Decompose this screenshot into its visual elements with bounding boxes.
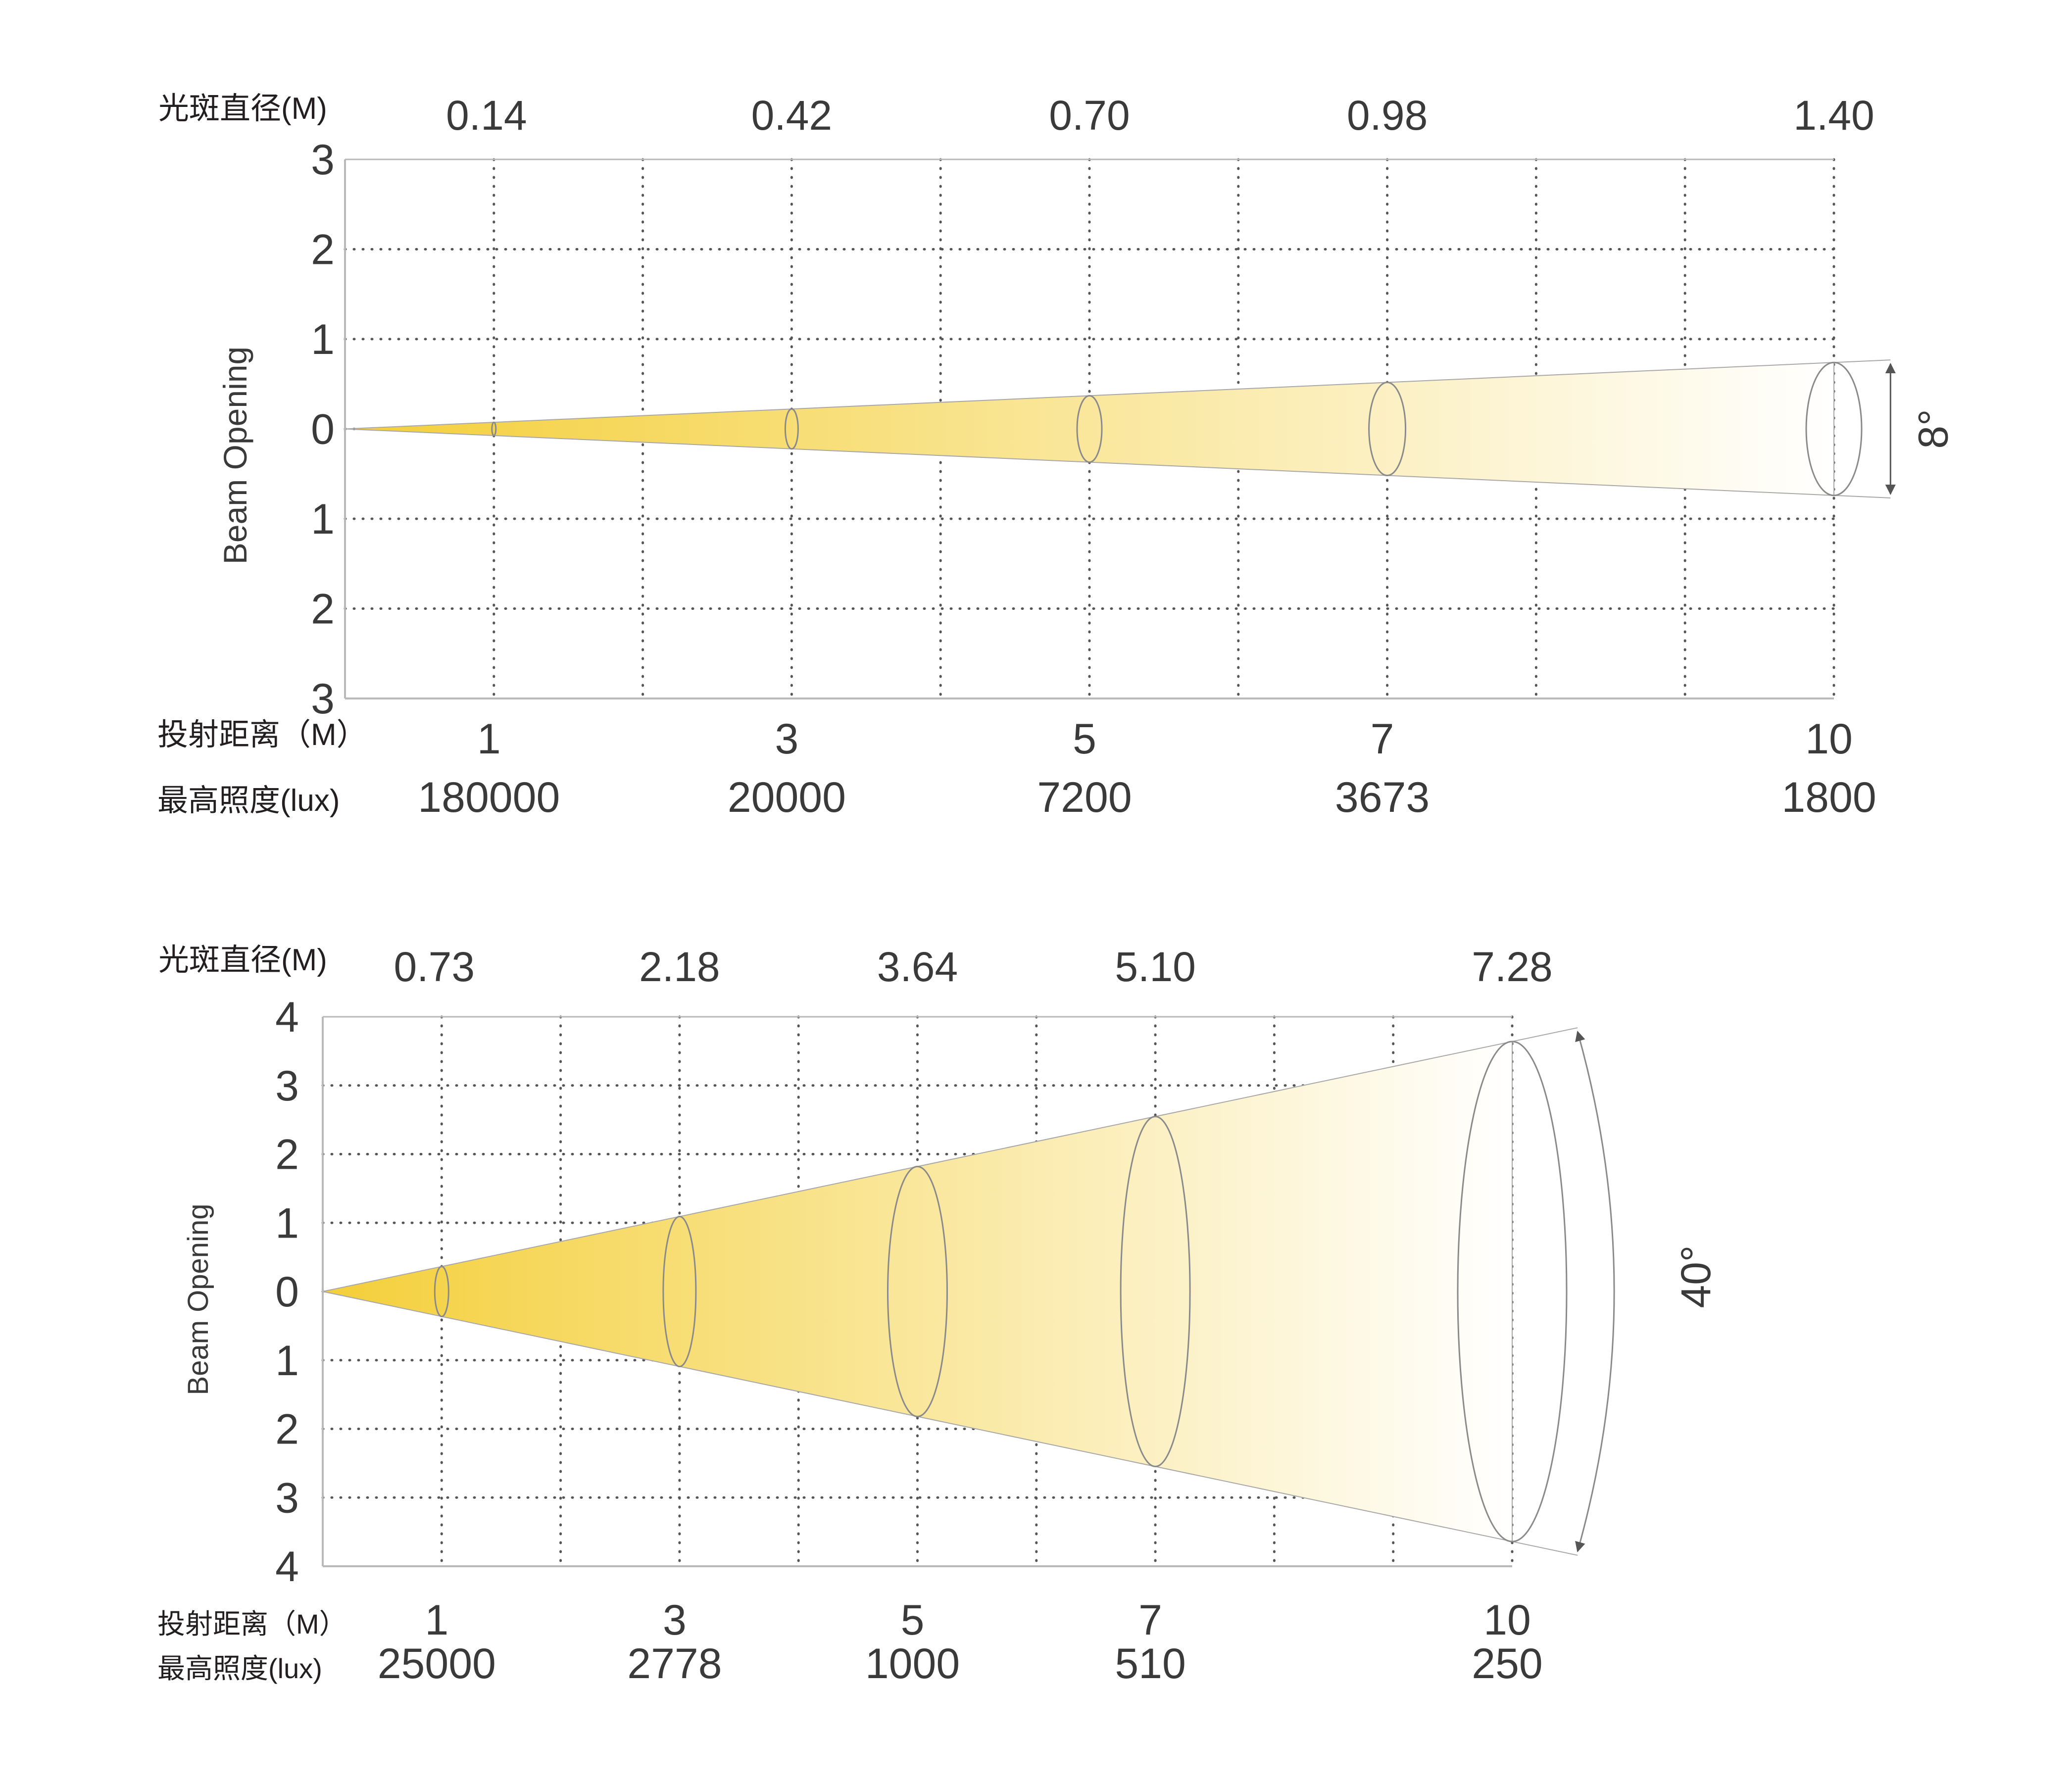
y-tick-label: 2 [311,226,335,274]
spot-diameter-value: 0.70 [1049,92,1130,139]
beam [322,1027,1578,1556]
beam-edge-extension [1833,495,1891,498]
spot-diameter-value: 7.28 [1472,944,1553,990]
spot-diameter-value: 0.14 [446,92,527,139]
y-tick-label: 3 [275,1474,299,1522]
beam-angle-indicator: 40° [1575,1031,1719,1552]
plot-frame [344,158,1834,699]
beam-edge-extension [1512,1027,1578,1042]
beam-edge-extension [1512,1541,1578,1556]
y-tick-label: 3 [311,136,335,184]
beam-angle-indicator: 8° [1885,362,1956,496]
distance-label: 投射距离（M） [157,1608,347,1640]
grid [344,158,1835,700]
beam-angle-label: 8° [1910,409,1956,448]
spot-diameter-label: 光斑直径(M) [158,943,327,977]
lux-label: 最高照度(lux) [157,1653,322,1684]
distance-tick-label: 5 [901,1596,925,1644]
beam [345,359,1891,498]
beam-cross-section [1805,361,1863,497]
beam-cross-section [1120,1115,1191,1468]
distance-tick-label: 5 [1073,715,1096,763]
beam-cross-section [784,408,799,450]
spot-diameter-values: 0.14 0.42 0.70 0.98 1.40 [446,92,1875,139]
spot-diameter-value: 3.64 [877,944,958,990]
y-tick-label: 4 [275,1543,299,1591]
y-tick-label: 1 [275,1199,299,1247]
distance-tick-label: 1 [477,715,501,763]
y-tick-label: 1 [275,1337,299,1385]
beam-cross-section [434,1265,449,1318]
lux-value: 20000 [728,774,846,821]
beam-angle-label: 40° [1673,1245,1719,1308]
spot-diameter-value: 1.40 [1793,92,1875,139]
distance-tick-label: 7 [1371,715,1394,763]
y-tick-label: 3 [275,1062,299,1110]
y-tick-label: 2 [311,586,335,633]
distance-label: 投射距离（M） [157,718,367,752]
distance-tick-label: 1 [425,1596,448,1644]
beam-cross-section [1457,1041,1568,1542]
spot-diameter-label: 光斑直径(M) [158,92,327,126]
y-tick-label: 0 [311,406,335,453]
y-ticks: 3 2 1 0 1 2 3 [311,136,335,723]
plot-frame [322,1016,1512,1567]
distance-tick-label: 3 [663,1596,687,1644]
lux-value: 7200 [1037,774,1132,821]
y-tick-label: 1 [311,316,335,363]
y-tick-label: 2 [275,1131,299,1179]
lux-value: 3673 [1335,774,1430,821]
lux-value: 2778 [627,1640,722,1688]
distance-tick-label: 7 [1138,1596,1162,1644]
beam-edge-extension [1833,359,1891,363]
distance-ticks: 1 3 5 7 10 [425,1596,1530,1644]
beam-cross-section [491,421,497,437]
beam-cross-section [887,1165,948,1418]
y-tick-label: 2 [275,1406,299,1453]
lux-value: 250 [1472,1640,1543,1688]
spot-diameter-value: 0.42 [751,92,833,139]
lux-value: 180000 [418,774,560,821]
spot-diameter-value: 2.18 [639,944,720,990]
lux-label: 最高照度(lux) [157,784,340,818]
spot-diameter-value: 0.73 [394,944,475,990]
distance-tick-label: 10 [1805,715,1853,763]
beam-cross-section [1368,381,1407,477]
lux-value: 1000 [865,1640,960,1688]
y-tick-label: 0 [275,1268,299,1316]
lux-values: 25000 2778 1000 510 250 [378,1640,1543,1688]
spot-diameter-value: 5.10 [1115,944,1196,990]
y-tick-label: 4 [275,994,299,1041]
beam-cross-section [662,1215,697,1368]
y-axis-label: Beam Opening [182,1204,214,1395]
distance-ticks: 1 3 5 7 10 [477,715,1853,763]
lux-value: 510 [1115,1640,1186,1688]
distance-tick-label: 3 [775,715,798,763]
angle-arc [1575,1031,1615,1552]
distance-tick-label: 10 [1483,1596,1531,1644]
spot-diameter-values: 0.73 2.18 3.64 5.10 7.28 [394,944,1553,990]
beam-cross-section [1076,395,1103,463]
spot-diameter-value: 0.98 [1347,92,1428,139]
y-axis-label: Beam Opening [217,347,253,564]
y-ticks: 4 3 2 1 0 1 2 3 4 [275,994,299,1591]
lux-value: 1800 [1781,774,1876,821]
y-tick-label: 3 [311,675,335,723]
lux-value: 25000 [378,1640,496,1688]
lux-values: 180000 20000 7200 3673 1800 [418,774,1876,821]
y-tick-label: 1 [311,496,335,543]
